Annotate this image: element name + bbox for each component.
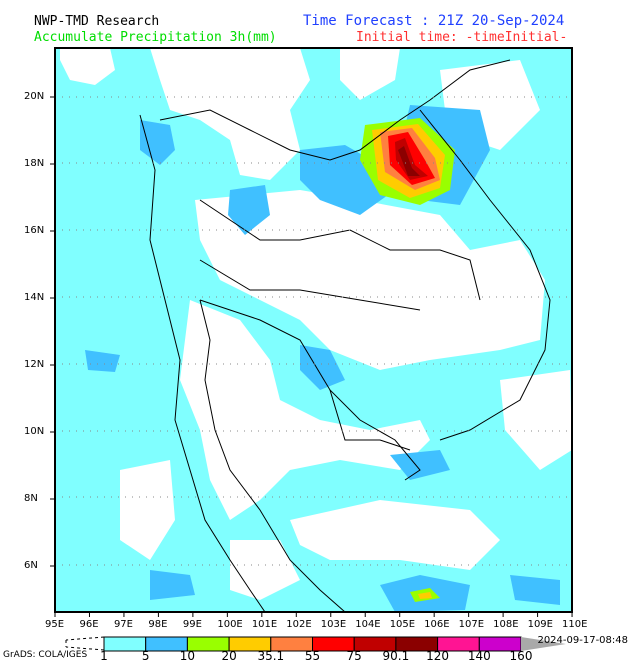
- coastlines-borders: [139, 59, 551, 612]
- lon-label: 95E: [45, 619, 65, 630]
- lon-label: 99E: [182, 619, 202, 630]
- lat-label: 10N: [24, 426, 45, 437]
- colorbar: [65, 636, 566, 652]
- lon-label: 98E: [148, 619, 168, 630]
- lon-label: 100E: [217, 619, 243, 630]
- lat-label: 12N: [24, 359, 45, 370]
- colorbar-level-label: 90.1: [382, 649, 410, 663]
- lon-label: 106E: [424, 619, 450, 630]
- colorbar-level-label: 75: [346, 649, 362, 663]
- timestamp: 2024-09-17-08:48: [537, 635, 628, 646]
- rain-20-35-south: [418, 592, 432, 599]
- colorbar-level-label: 10: [179, 649, 196, 663]
- colorbar-level-label: 35.1: [257, 649, 285, 663]
- title-right: Time Forecast : 21Z 20-Sep-2024: [303, 13, 565, 29]
- colorbar-level-label: 20: [221, 649, 237, 663]
- colorbar-level-label: 160: [509, 649, 533, 663]
- lat-label: 16N: [24, 225, 45, 236]
- lon-label: 110E: [562, 619, 588, 630]
- lon-label: 97E: [113, 619, 133, 630]
- lon-label: 109E: [527, 619, 553, 630]
- lon-label: 103E: [320, 619, 347, 630]
- colorbar-level-label: 1: [100, 649, 108, 663]
- title-left: NWP-TMD Research: [34, 14, 160, 29]
- lon-label: 105E: [389, 619, 416, 630]
- no-rain-areas: [60, 48, 572, 600]
- lon-label: 104E: [355, 619, 381, 630]
- colorbar-level-label: 120: [426, 649, 450, 663]
- lat-label: 6N: [24, 560, 38, 571]
- lat-label: 18N: [24, 158, 45, 169]
- colorbar-swatch: [103, 636, 147, 652]
- lon-label: 102E: [286, 619, 312, 630]
- lon-label: 101E: [251, 619, 278, 630]
- colorbar-over-triangle: [521, 637, 566, 651]
- lat-label: 8N: [24, 493, 38, 504]
- lat-label: 20N: [24, 91, 45, 102]
- rain-90-120: [398, 146, 420, 176]
- lon-label: 108E: [493, 619, 519, 630]
- lat-label: 14N: [24, 292, 45, 303]
- colorbar-under-triangle: [65, 636, 105, 651]
- colorbar-level-label: 140: [467, 649, 491, 663]
- subtitle-left: Accumulate Precipitation 3h(mm): [34, 30, 277, 45]
- lon-label: 107E: [458, 619, 485, 630]
- colorbar-level-label: 5: [141, 649, 150, 663]
- grads-credit: GrADS: COLA/IGES: [3, 650, 88, 660]
- lon-label: 96E: [79, 619, 99, 630]
- map-frame: [54, 47, 573, 613]
- colorbar-level-label: 55: [304, 649, 321, 663]
- subtitle-right: Initial time: -timeInitial-: [356, 30, 568, 45]
